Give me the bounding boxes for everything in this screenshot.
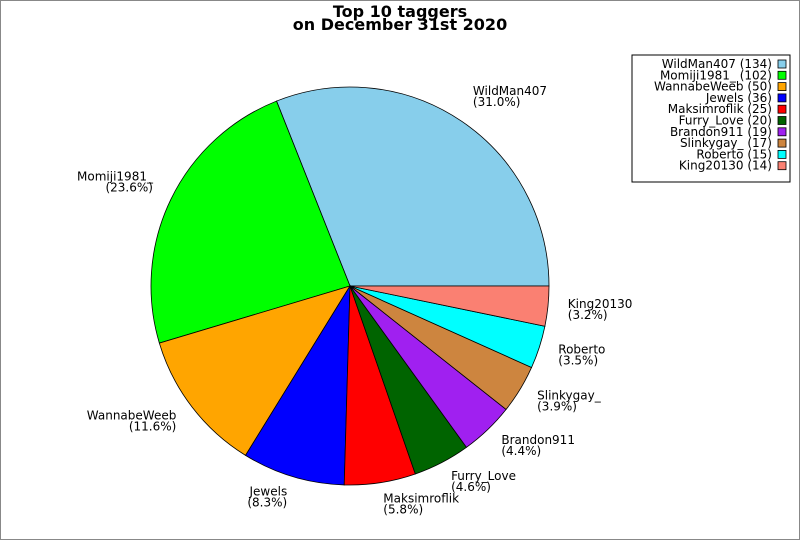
legend-name: Maksimroflik [668,102,744,116]
pie-slice [150,100,351,344]
legend-swatch [777,149,787,159]
slice-label: Furry_Love [451,469,516,483]
slice-percent: (31.0%) [473,95,520,109]
slice-label: Brandon911 [501,433,575,447]
slice-label: Slinkygay_ [537,389,602,403]
legend-swatch [777,82,787,91]
legend-label: Momiji1981_ (102) [660,68,772,82]
legend-count: (14) [747,159,772,173]
legend-name: Slinkygay_ [680,136,745,150]
slice-label: Jewels [249,485,288,499]
pie-slice [276,86,550,287]
legend-name: King20130 [679,159,744,173]
slice-label: WildMan407 [473,84,547,98]
legend-label: Maksimroflik (25) [668,102,772,116]
legend-count: (15) [747,147,772,161]
legend-name: WannabeWeeb [654,80,744,94]
legend-name: Momiji1981_ [660,68,737,82]
slice-percent: (3.9%) [537,400,577,414]
legend-label: Roberto (15) [696,147,772,161]
legend-name: WildMan407 [662,57,736,71]
legend-swatch [777,138,787,148]
pie-slice [158,285,351,456]
slice-label: Momiji1981_ [77,170,154,184]
legend-label: WildMan407 (134) [662,57,772,71]
legend-name: Furry_Love [679,114,744,128]
legend-count: (19) [747,125,772,139]
chart-subtitle: on December 31st 2020 [293,15,507,34]
slice-label: King20130 [568,297,633,311]
pie-slice [349,285,550,327]
legend-swatch [777,59,787,69]
legend-swatch [777,70,787,80]
slice-percent: (3.5%) [558,353,598,367]
legend-label: Jewels (36) [705,91,772,105]
legend-box [631,54,791,183]
slice-label: WannabeWeeb [87,408,177,422]
slice-label: Roberto [558,342,605,356]
legend-count: (36) [747,91,772,105]
legend-count: (134) [740,57,772,71]
legend-label: Brandon911 (19) [670,125,772,139]
slice-percent: (3.2%) [568,308,608,322]
legend-label: Slinkygay_ (17) [680,136,772,150]
legend-count: (50) [747,80,772,94]
legend-swatch [777,116,787,125]
slice-percent: (4.6%) [451,480,491,494]
legend-count: (17) [747,136,772,150]
slice-label: Maksimroflik [383,491,459,505]
slice-percent: (4.4%) [501,444,541,458]
legend-count: (25) [747,102,772,116]
legend-name: Roberto [696,147,743,161]
legend-name: Brandon911 [670,125,744,139]
slice-percent: (11.6%) [129,419,176,433]
slice-percent: (23.6%) [105,181,152,195]
legend-count: (102) [740,68,772,82]
slice-percent: (5.8%) [383,502,423,516]
legend-swatch [777,104,787,114]
legend-label: WannabeWeeb (50) [654,80,772,94]
legend-swatch [777,93,787,103]
legend-label: King20130 (14) [679,159,772,173]
legend-name: Jewels [705,91,744,105]
legend-count: (20) [747,114,772,128]
legend-swatch [777,127,787,137]
legend-label: Furry_Love (20) [679,114,772,128]
chart-title: Top 10 taggers [333,2,467,21]
pie-slice [244,284,351,486]
legend-swatch [777,161,787,171]
slice-percent: (8.3%) [247,496,287,510]
